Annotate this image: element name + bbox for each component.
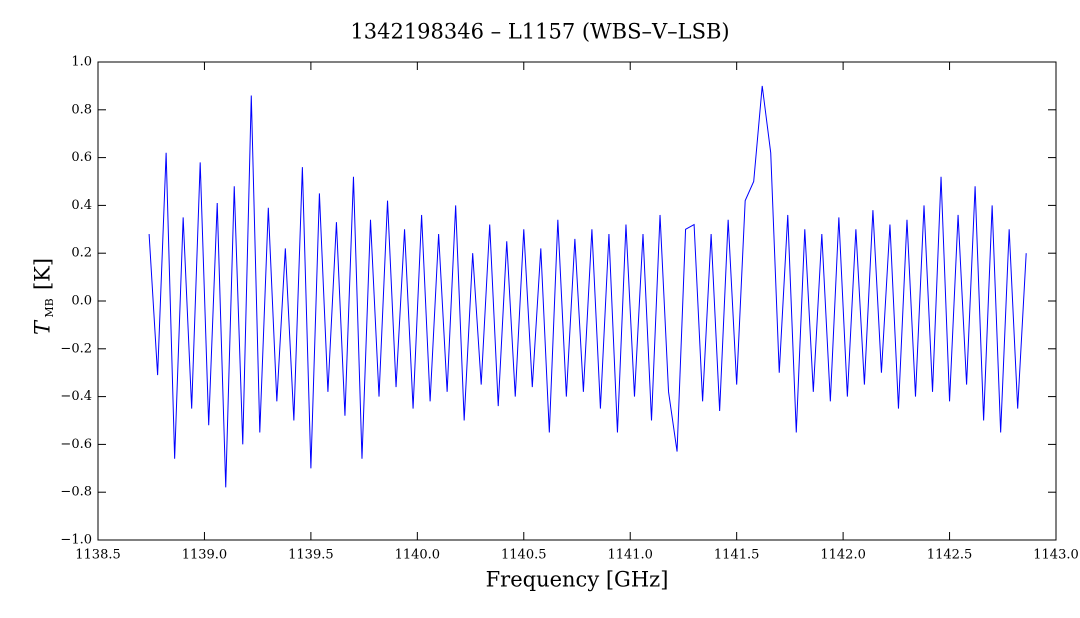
y-axis-label: T MB [K]: [31, 258, 57, 335]
x-tick-label: 1142.5: [927, 548, 973, 563]
y-tick-label: 0.2: [71, 246, 92, 261]
x-axis-label: Frequency [GHz]: [486, 568, 669, 592]
spectrum-line: [148, 85, 1027, 488]
y-label-subscript: MB: [43, 298, 56, 317]
x-tick-label: 1141.0: [607, 548, 653, 563]
x-tick-label: 1138.5: [75, 548, 121, 563]
x-tick-label: 1140.0: [395, 548, 441, 563]
y-tick-label: −0.4: [60, 389, 92, 404]
y-label-unit: [K]: [31, 258, 55, 290]
y-tick-label: 0.8: [71, 102, 92, 117]
y-tick-label: 0.4: [71, 198, 92, 213]
y-tick-label: −0.8: [60, 485, 92, 500]
y-tick-label: −0.6: [60, 437, 92, 452]
y-tick-label: −0.2: [60, 341, 92, 356]
y-tick-label: 1.0: [71, 55, 92, 70]
x-tick-label: 1141.5: [714, 548, 760, 563]
y-tick-label: −1.0: [60, 533, 92, 548]
y-tick-label: 0.6: [71, 150, 92, 165]
x-tick-label: 1140.5: [501, 548, 547, 563]
x-tick-label: 1142.0: [820, 548, 866, 563]
x-tick-label: 1143.0: [1033, 548, 1079, 563]
x-tick-label: 1139.0: [182, 548, 228, 563]
x-tick-label: 1139.5: [288, 548, 334, 563]
y-label-symbol: T: [31, 319, 55, 335]
y-tick-label: 0.0: [71, 294, 92, 309]
chart-title: 1342198346 – L1157 (WBS–V–LSB): [350, 20, 729, 44]
